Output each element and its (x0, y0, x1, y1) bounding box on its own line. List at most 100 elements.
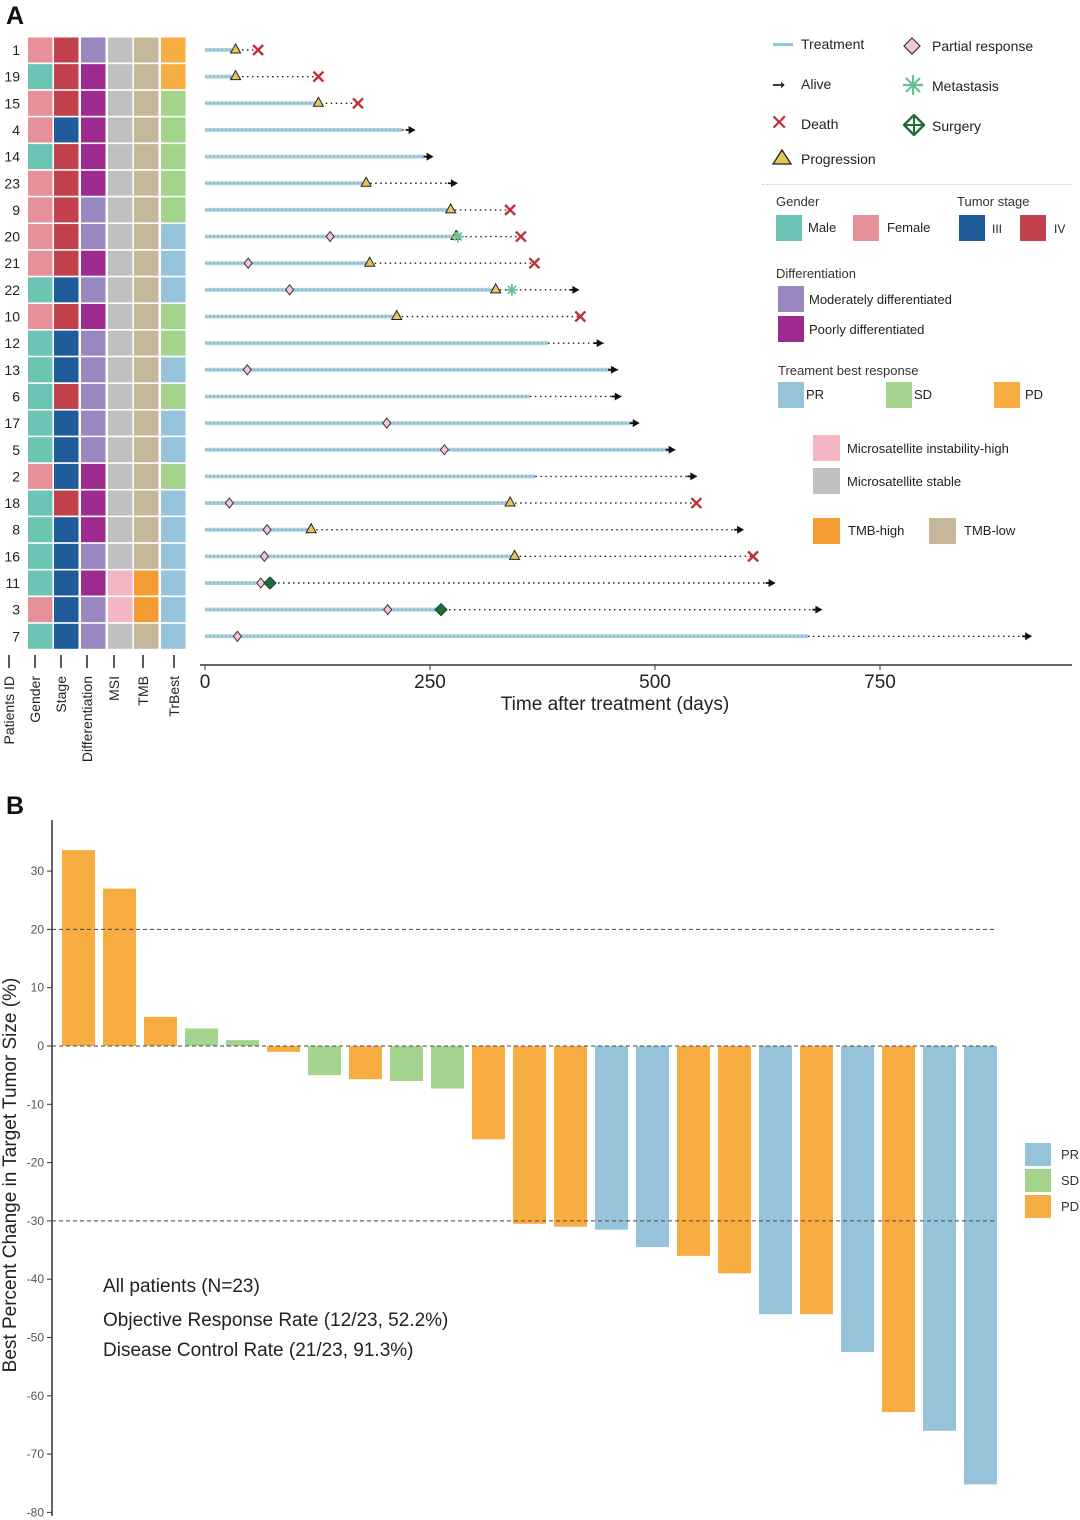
death-stroke (747, 550, 759, 563)
heatmap-cell-differentiation (81, 117, 106, 143)
waterfall-bar-sd (308, 1046, 341, 1076)
heatmap-cell-differentiation (81, 623, 106, 649)
waterfall-bar-pd (800, 1046, 833, 1315)
heatmap-cell-msi (108, 570, 133, 596)
death-stroke (574, 310, 587, 323)
patient-id: 2 (12, 468, 20, 484)
heatmap-cell-trbest (161, 357, 186, 383)
legend-poor: Poorly differentiated (809, 322, 925, 337)
swatch-pr (778, 382, 804, 408)
patient-id: 7 (12, 628, 20, 644)
legend-best-title: Treament best response (778, 363, 919, 378)
heatmap-cell-gender (28, 543, 53, 569)
alive-arrow-icon (737, 525, 745, 534)
heatmap-cell-tmb (134, 277, 159, 303)
heatmap-cell-trbest (161, 37, 186, 63)
waterfall-bar-pd (62, 850, 95, 1046)
heatmap-cell-gender (28, 250, 53, 276)
legend-pr: PR (806, 387, 825, 402)
waterfall-bar-pd (677, 1046, 710, 1256)
heatmap-cell-msi (108, 597, 133, 623)
heatmap-cell-tmb (134, 463, 159, 489)
patient-row: 13 (4, 357, 619, 383)
waterfall-bar-sd (390, 1046, 423, 1081)
y-tick-label: -80 (27, 1505, 45, 1519)
heatmap-cell-tmb (134, 330, 159, 356)
heatmap-cell-gender (28, 224, 53, 250)
patient-id: 19 (4, 69, 20, 85)
swatch-tmb-high (813, 518, 840, 544)
partial-response-marker (383, 603, 393, 616)
patient-id: 15 (4, 95, 20, 111)
heatmap-cell-trbest (161, 437, 186, 463)
heatmap-cell-differentiation (81, 250, 106, 276)
waterfall-bar-pd (554, 1046, 587, 1227)
waterfall-bar-pd (513, 1046, 546, 1224)
progression-marker (229, 42, 242, 54)
death-stroke (312, 70, 325, 83)
death-marker (690, 497, 703, 509)
heatmap-cell-trbest (161, 517, 186, 543)
heatmap-cell-stage (54, 304, 79, 329)
heatmap-cell-tmb (134, 64, 159, 90)
heatmap-cell-differentiation (81, 37, 106, 63)
death-marker (312, 70, 325, 83)
progression-marker (363, 256, 376, 267)
heatmap-cell-tmb (134, 144, 159, 170)
legend-metastasis: Metastasis (932, 78, 999, 94)
waterfall-bar-pd (718, 1046, 751, 1274)
progression-marker (444, 202, 457, 214)
heatmap-cell-msi (108, 543, 133, 569)
heatmap-cell-tmb (134, 170, 159, 196)
heatmap-cell-gender (28, 170, 53, 196)
heatmap-cell-stage (54, 170, 79, 196)
column-label: Gender (27, 676, 43, 723)
patient-row: 11 (5, 570, 776, 596)
heatmap-cell-differentiation (81, 64, 106, 90)
patient-row: 23 (4, 170, 458, 196)
heatmap-cell-trbest (161, 117, 186, 143)
progression-marker (508, 549, 521, 560)
heatmap-cell-trbest (161, 490, 186, 516)
heatmap-cell-trbest (161, 144, 186, 170)
heatmap-cell-stage (54, 597, 79, 623)
x-tick-label: 750 (864, 672, 896, 693)
heatmap-cell-stage (54, 383, 79, 409)
partial-response-marker (232, 630, 243, 643)
heatmap-cell-trbest (161, 570, 186, 596)
heatmap-cell-stage (54, 490, 79, 516)
metastasis-marker (505, 283, 518, 296)
heatmap-cell-stage (54, 64, 79, 90)
heatmap-cell-tmb (134, 37, 159, 63)
progression-marker (504, 496, 516, 507)
legend-gender-title: Gender (776, 194, 820, 209)
swatch-male (776, 215, 802, 241)
heatmap-cell-gender (28, 90, 53, 116)
heatmap-cell-msi (108, 277, 133, 303)
legend-stage-iv: IV (1054, 222, 1066, 236)
heatmap-cell-msi (108, 463, 133, 489)
patient-id: 8 (12, 522, 20, 538)
heatmap-cell-tmb (134, 490, 159, 516)
death-stroke (252, 44, 264, 56)
patient-row: 10 (4, 304, 587, 329)
death-stroke (515, 230, 527, 243)
heatmap-cell-stage (54, 410, 79, 436)
heatmap-cell-gender (28, 623, 53, 649)
diamond-icon (903, 37, 921, 55)
heatmap-cell-differentiation (81, 197, 106, 223)
heatmap-cell-differentiation (81, 597, 106, 623)
patient-row: 22 (4, 277, 580, 303)
patient-row: 2 (12, 463, 698, 489)
heatmap-cell-msi (108, 357, 133, 383)
patient-id: 21 (4, 255, 20, 271)
heatmap-cell-msi (108, 144, 133, 170)
heatmap-cell-stage (54, 437, 79, 463)
waterfall-bar-sd (226, 1040, 259, 1046)
heatmap-cell-gender (28, 437, 53, 463)
treatment-line-icon (773, 43, 793, 46)
patient-row: 15 (4, 90, 364, 116)
heatmap-cell-gender (28, 490, 53, 516)
heatmap-cell-stage (54, 277, 79, 303)
